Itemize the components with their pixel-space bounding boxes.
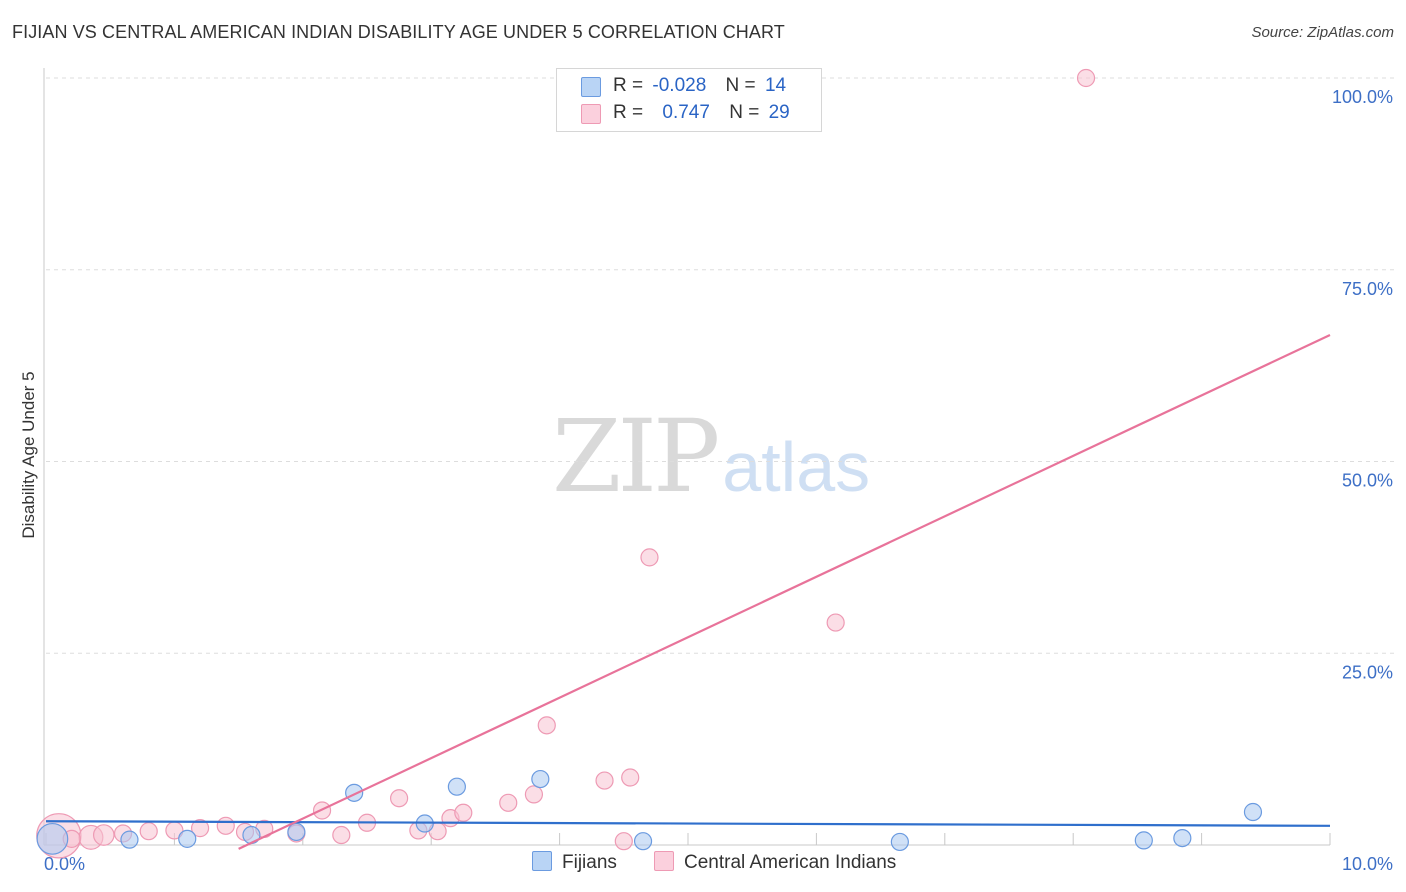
y-tick-label: 100.0% <box>1332 87 1393 107</box>
cai-legend-swatch <box>654 851 674 871</box>
fijians-legend-label: Fijians <box>562 852 617 873</box>
fijians-point <box>447 777 466 796</box>
cai-point <box>454 803 473 822</box>
r-label: R = <box>613 102 644 123</box>
cai-point <box>499 793 518 812</box>
trend-lines <box>45 333 1331 850</box>
cai-point <box>595 771 614 790</box>
cai-point <box>537 716 556 735</box>
fijians-point <box>36 822 69 855</box>
cai-point <box>139 822 158 841</box>
r-value: -0.028 <box>652 75 707 96</box>
fijians-point <box>633 832 653 851</box>
fijians-point <box>531 769 550 789</box>
y-tick-label: 25.0% <box>1342 662 1393 682</box>
watermark-zip: ZIP <box>552 398 720 515</box>
cai-point <box>332 825 351 845</box>
axes <box>43 68 1331 846</box>
bottom-legend-fijians: Fijians <box>532 851 617 874</box>
fijians-swatch <box>581 77 601 97</box>
n-label: N = <box>729 102 760 123</box>
fijians-point <box>345 783 364 802</box>
cai-point <box>826 613 845 632</box>
cai-legend-label: Central American Indians <box>684 852 897 873</box>
fijians-point <box>890 832 909 852</box>
bottom-legend-cai: Central American Indians <box>654 851 896 874</box>
fijians-trend-line <box>45 820 1331 827</box>
cai-trend-line <box>238 333 1331 850</box>
series-central-american-indians <box>36 68 1096 859</box>
r-value: 0.747 <box>662 102 710 123</box>
cai-point <box>190 819 210 838</box>
fijians-point <box>178 829 197 848</box>
y-tick-label: 75.0% <box>1342 279 1393 299</box>
cai-point <box>1076 68 1096 88</box>
gridlines <box>46 77 1396 654</box>
x-tick-label: 0.0% <box>44 854 85 874</box>
r-label: R = <box>613 75 644 96</box>
chart-title: FIJIAN VS CENTRAL AMERICAN INDIAN DISABI… <box>12 22 785 42</box>
tick-labels: 25.0% 50.0% 75.0% 100.0% 0.0% 10.0% <box>44 87 1393 874</box>
cai-point <box>390 789 409 808</box>
watermark-atlas: atlas <box>722 428 871 506</box>
n-value: 14 <box>764 75 787 96</box>
fijians-point <box>287 822 306 842</box>
n-label: N = <box>725 75 756 96</box>
cai-point <box>640 548 659 567</box>
series-fijians <box>36 769 1263 855</box>
cai-point <box>614 832 633 851</box>
cai-point <box>216 816 235 835</box>
n-value: 29 <box>768 102 790 123</box>
watermark: ZIPatlas <box>552 398 870 515</box>
source-credit: Source: ZipAtlas.com <box>1251 24 1394 41</box>
cai-swatch <box>581 104 601 124</box>
fijians-point <box>1134 831 1153 850</box>
stats-legend: R = -0.028 N = 14 R = 0.747 N = 29 <box>556 68 822 132</box>
fijians-point <box>1173 828 1192 848</box>
fijians-point <box>1243 802 1263 822</box>
y-axis-label: Disability Age Under 5 <box>19 371 38 538</box>
cai-point <box>621 768 640 787</box>
fijians-legend-swatch <box>532 851 552 871</box>
x-tick-label: 10.0% <box>1342 854 1393 874</box>
cai-point <box>524 785 544 804</box>
y-tick-label: 50.0% <box>1342 471 1393 491</box>
fijians-point <box>120 830 139 849</box>
cai-point <box>92 824 115 846</box>
